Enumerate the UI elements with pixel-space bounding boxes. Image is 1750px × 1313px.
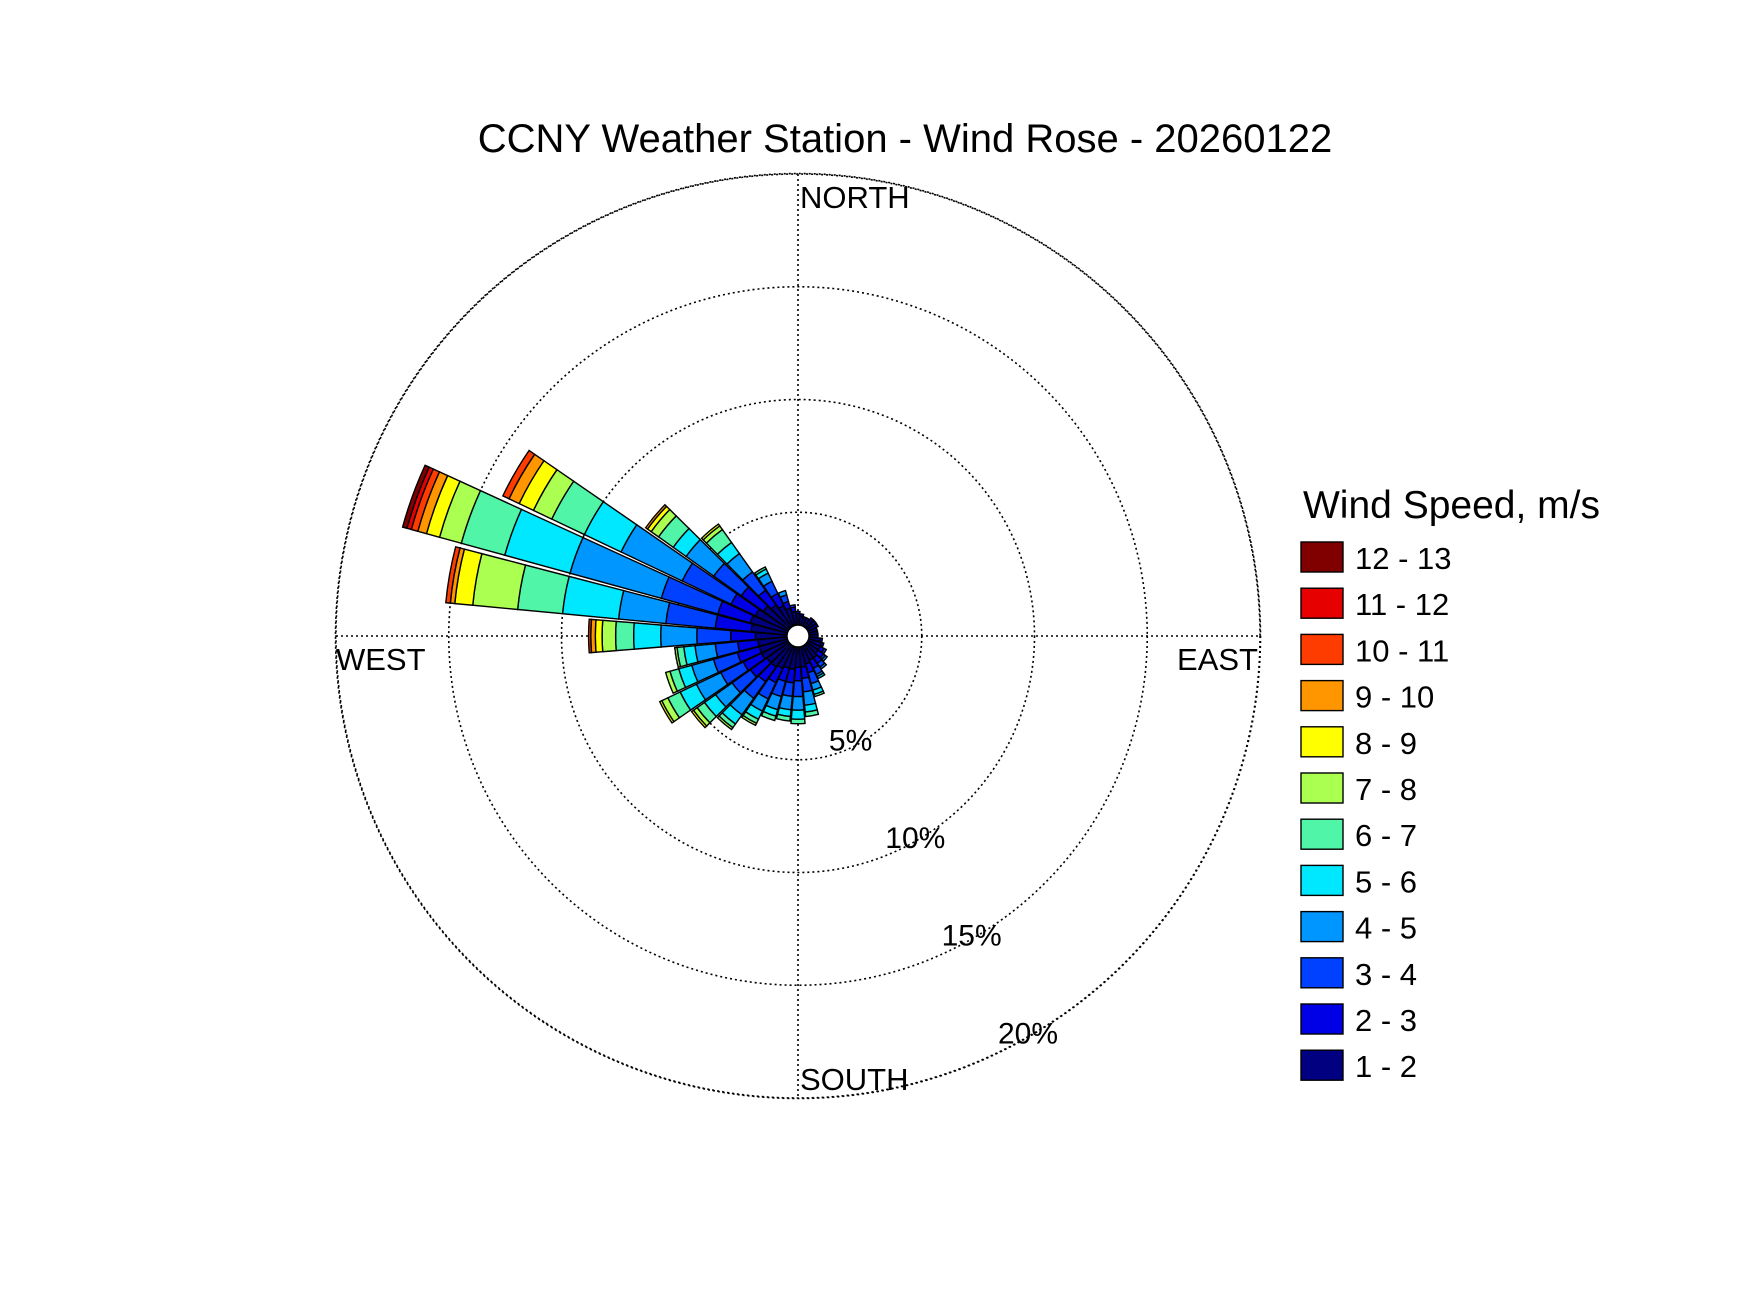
rose-segment-240deg-bin-8 <box>658 699 675 724</box>
grid-ring-15 <box>447 285 1149 987</box>
radial-tick-label: 5% <box>829 724 872 757</box>
legend-swatch <box>1300 864 1344 897</box>
rose-segment-310deg-bin-9 <box>644 503 668 531</box>
rose-segment-180deg-bin-4 <box>791 695 805 711</box>
legend-swatch <box>1300 818 1344 850</box>
rose-segment-210deg-bin-7 <box>740 714 758 727</box>
direction-label-north: NORTH <box>800 180 910 215</box>
rose-segment-290deg-bin-12 <box>401 464 431 530</box>
legend-swatch <box>1300 541 1344 573</box>
rose-segment-270deg-bin-10 <box>587 618 593 654</box>
rose-segment-180deg-bin-3 <box>792 679 804 698</box>
legend-label: 4 - 5 <box>1355 911 1417 946</box>
direction-label-east: EAST <box>1177 642 1258 677</box>
legend-label: 1 - 2 <box>1355 1049 1417 1084</box>
calm-center-circle <box>786 624 810 648</box>
radial-tick-label: 15% <box>942 920 1002 953</box>
legend-swatch <box>1300 633 1344 666</box>
rose-segment-350deg-bin-3 <box>789 604 797 609</box>
radial-tick-label: 10% <box>885 822 945 855</box>
rose-segment-0deg-bin-2 <box>795 610 801 615</box>
rose-segment-270deg-bin-4 <box>660 624 698 648</box>
legend-label: 10 - 11 <box>1355 633 1449 668</box>
grid-ring-10 <box>560 398 1036 874</box>
chart-title: CCNY Weather Station - Wind Rose - 20260… <box>478 117 1333 161</box>
rose-segment-180deg-bin-6 <box>790 718 806 725</box>
rose-segment-250deg-bin-7 <box>664 670 679 695</box>
rose-segment-190deg-bin-6 <box>775 713 792 722</box>
rose-segment-300deg-bin-10 <box>501 449 536 500</box>
legend-swatch <box>1300 1003 1344 1035</box>
radial-tick-label: 20% <box>998 1017 1058 1050</box>
legend-label: 5 - 6 <box>1355 864 1417 899</box>
legend-swatch <box>1300 587 1344 619</box>
rose-segment-270deg-bin-7 <box>601 619 617 653</box>
legend-swatch <box>1300 957 1344 989</box>
rose-segment-260deg-bin-7 <box>674 646 682 669</box>
rose-segment-270deg-bin-3 <box>696 627 732 645</box>
rose-segment-10deg-bin-2 <box>799 613 805 618</box>
rose-segment-340deg-bin-4 <box>777 589 788 599</box>
legend-swatch <box>1300 1049 1344 1081</box>
grid-ring-outer <box>334 172 1262 1100</box>
legend-swatch <box>1300 726 1344 758</box>
legend-swatch <box>1300 910 1344 943</box>
rose-segment-330deg-bin-6 <box>753 566 768 576</box>
wind-rose-bars <box>401 449 829 731</box>
direction-labels: NORTH SOUTH WEST EAST <box>336 180 1258 1097</box>
rose-segment-280deg-bin-10 <box>445 545 461 604</box>
legend-label: 6 - 7 <box>1355 818 1417 853</box>
legend-title: Wind Speed, m/s <box>1303 484 1600 527</box>
legend-label: 12 - 13 <box>1355 541 1452 576</box>
legend-swatch <box>1300 772 1344 804</box>
direction-label-south: SOUTH <box>800 1062 909 1097</box>
legend-label: 7 - 8 <box>1355 772 1417 807</box>
rose-segment-160deg-bin-6 <box>813 690 826 698</box>
grid-ring-5 <box>673 511 923 761</box>
rose-segment-230deg-bin-8 <box>690 709 708 729</box>
legend-label: 3 - 4 <box>1355 957 1417 992</box>
rose-segment-180deg-bin-5 <box>790 709 806 720</box>
legend-label: 11 - 12 <box>1355 587 1449 622</box>
legend-items: 12 - 13 11 - 12 10 - 11 9 - 10 8 - 9 7 - 8 6 -… <box>1300 541 1452 1084</box>
rose-segment-220deg-bin-7 <box>716 715 734 731</box>
legend: Wind Speed, m/s 12 - 13 11 - 12 10 - 11 9 -… <box>1300 484 1600 1084</box>
rose-segment-270deg-bin-6 <box>614 620 635 652</box>
legend-swatch <box>1300 679 1344 712</box>
legend-label: 9 - 10 <box>1355 680 1434 715</box>
rose-segment-270deg-bin-5 <box>632 622 662 650</box>
legend-label: 2 - 3 <box>1355 1003 1417 1038</box>
rose-segment-170deg-bin-6 <box>804 709 820 718</box>
rose-segment-270deg-bin-8 <box>594 618 604 654</box>
legend-label: 8 - 9 <box>1355 726 1417 761</box>
radial-tick-labels: 5% 10% 15% 20% <box>829 724 1058 1050</box>
rose-segment-320deg-bin-8 <box>700 523 721 541</box>
rose-segment-200deg-bin-6 <box>760 710 777 722</box>
direction-label-west: WEST <box>336 642 426 677</box>
